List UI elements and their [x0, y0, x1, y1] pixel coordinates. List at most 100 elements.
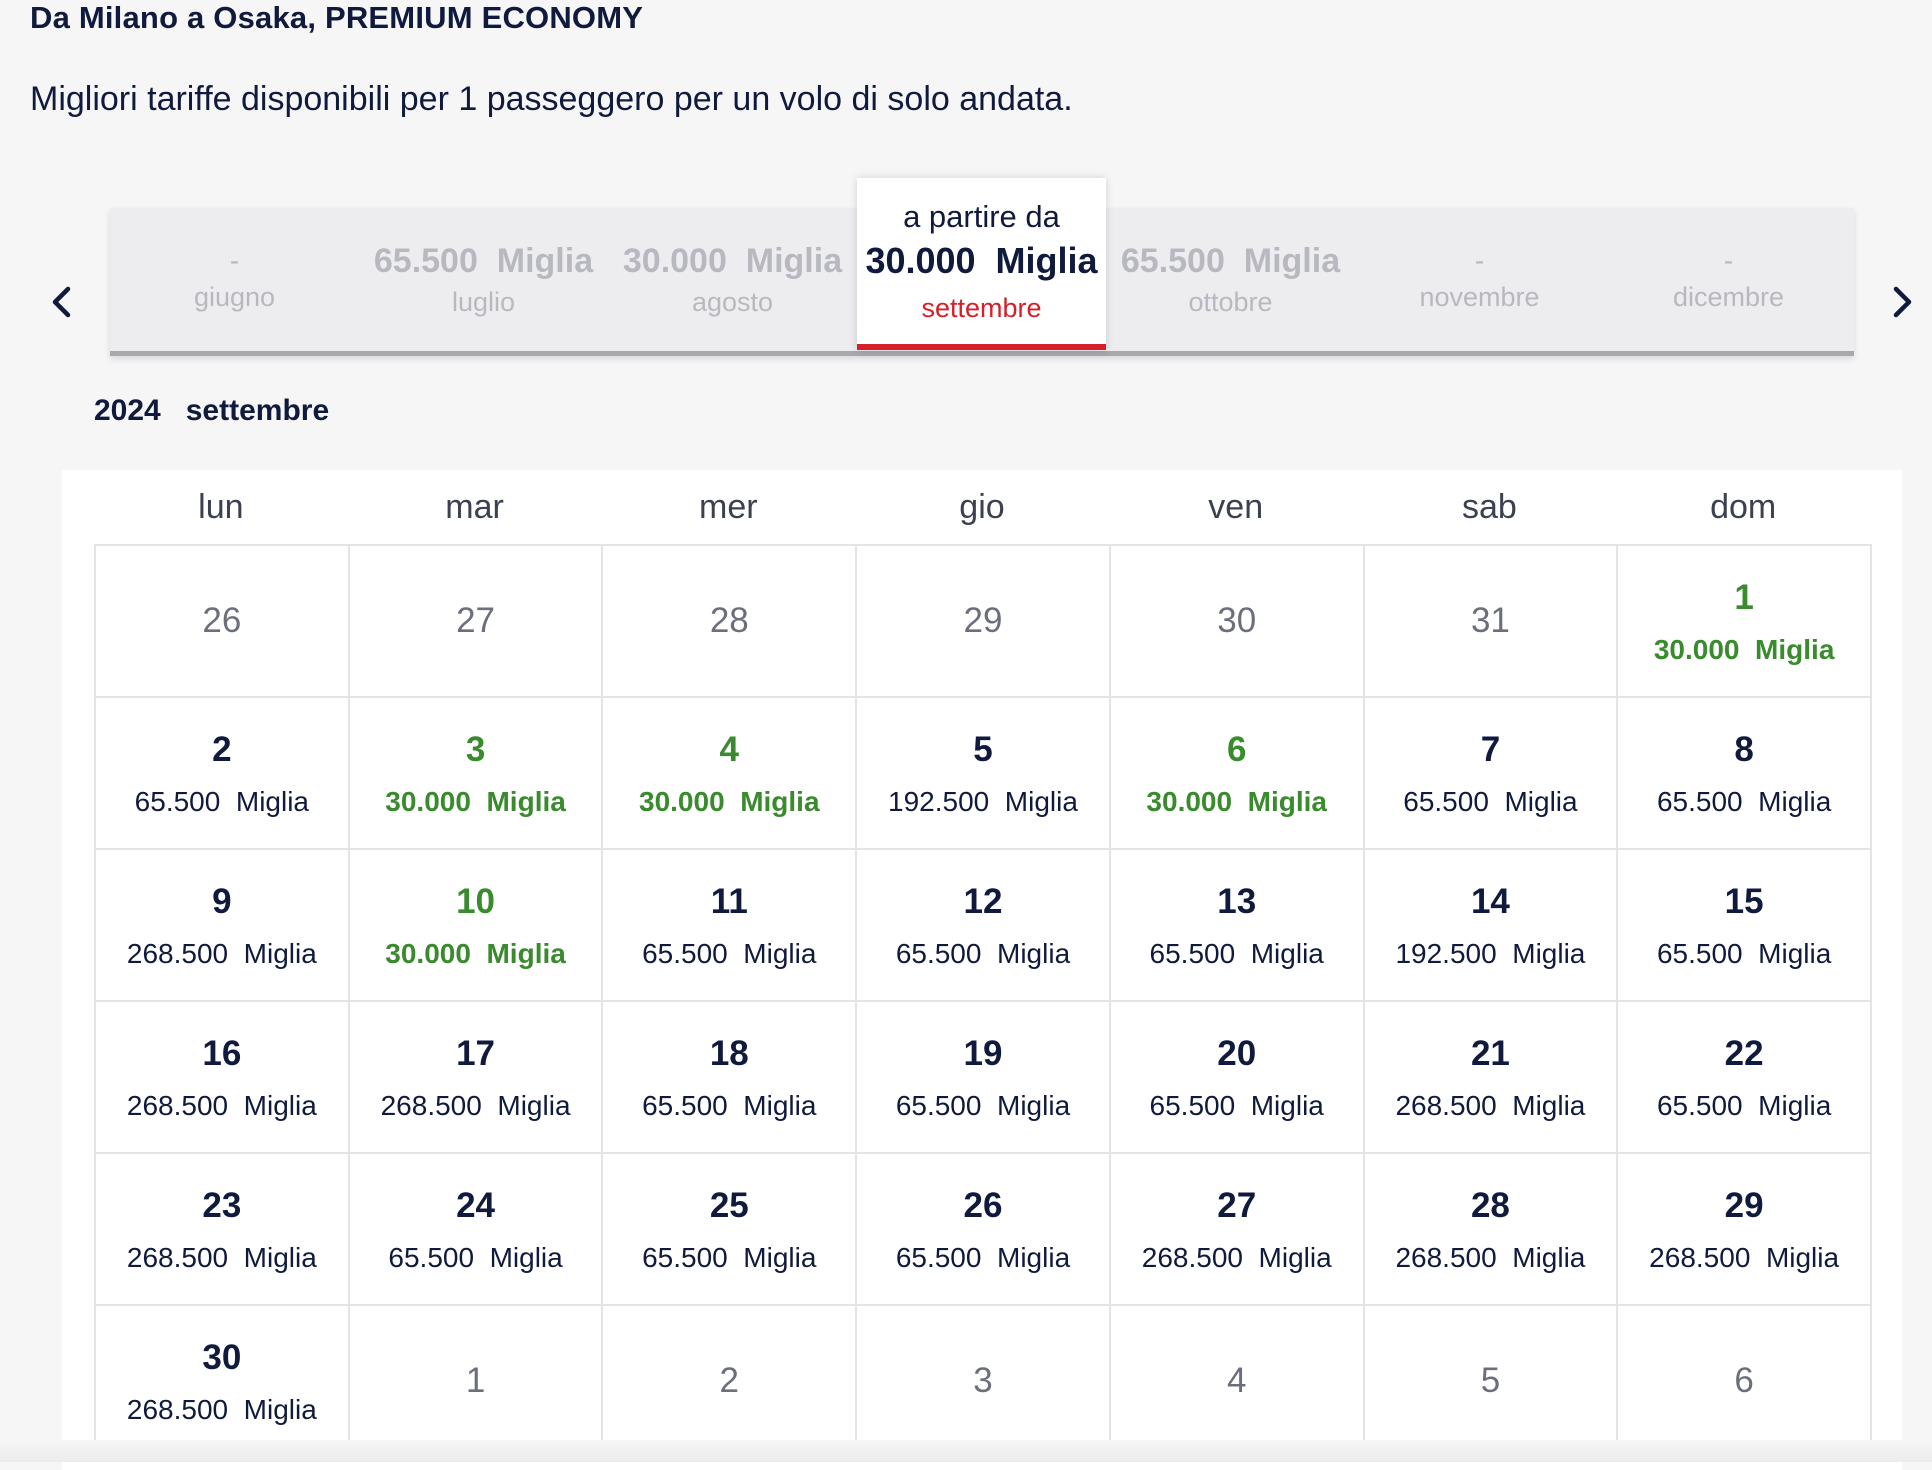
- calendar-day-cell[interactable]: 2 65.500 Miglia: [96, 698, 350, 850]
- month-price: 65.500 Miglia: [373, 241, 594, 280]
- calendar-outside-day-cell: 28: [603, 546, 858, 698]
- calendar-day-cell[interactable]: 18 65.500 Miglia: [603, 1002, 858, 1154]
- month-name: luglio: [451, 286, 516, 317]
- calendar-day-cell[interactable]: 12 65.500 Miglia: [857, 850, 1111, 1002]
- month-name: giugno: [193, 281, 276, 312]
- day-fare: 65.500 Miglia: [895, 1090, 1071, 1121]
- day-number: 7: [1480, 730, 1501, 769]
- calendar-day-cell[interactable]: 1 30.000 Miglia: [1618, 546, 1872, 698]
- day-fare: 65.500 Miglia: [134, 786, 310, 817]
- route-title: Da Milano a Osaka, PREMIUM ECONOMY: [30, 0, 644, 35]
- weekday-label: mar: [445, 487, 504, 526]
- calendar-day-cell[interactable]: 25 65.500 Miglia: [603, 1154, 858, 1306]
- calendar-day-cell[interactable]: 11 65.500 Miglia: [603, 850, 858, 1002]
- day-number: 29: [1724, 1186, 1764, 1225]
- day-number: 28: [709, 601, 749, 640]
- day-fare: 65.500 Miglia: [1149, 938, 1324, 969]
- calendar-day-cell[interactable]: 3 30.000 Miglia: [349, 698, 604, 850]
- day-number: 13: [1217, 882, 1257, 921]
- month-name: ottobre: [1188, 286, 1273, 317]
- day-fare: 30.000 Miglia: [1653, 634, 1835, 665]
- calendar-day-cell[interactable]: 24 65.500 Miglia: [349, 1154, 604, 1306]
- day-number: 8: [1734, 730, 1754, 769]
- day-number: 25: [709, 1186, 749, 1225]
- day-fare: 30.000 Miglia: [385, 938, 566, 969]
- day-fare: 268.500 Miglia: [1649, 1242, 1840, 1273]
- calendar-outside-day-cell: 3: [857, 1306, 1111, 1458]
- day-number: 2: [212, 730, 232, 769]
- day-number: 21: [1470, 1034, 1510, 1073]
- calendar-day-cell[interactable]: 17 268.500 Miglia: [349, 1002, 604, 1154]
- month-tab-luglio[interactable]: 65.500 Miglia luglio: [359, 208, 608, 351]
- calendar-day-cell[interactable]: 22 65.500 Miglia: [1618, 1002, 1872, 1154]
- day-fare: 65.500 Miglia: [1656, 786, 1832, 817]
- day-fare: 65.500 Miglia: [895, 1242, 1071, 1273]
- day-number: 12: [963, 882, 1003, 921]
- month-tab-novembre[interactable]: - novembre: [1355, 208, 1604, 351]
- day-fare: 65.500 Miglia: [642, 1090, 817, 1121]
- calendar-day-cell[interactable]: 30 268.500 Miglia: [96, 1306, 350, 1458]
- chevron-left-icon: [52, 286, 71, 318]
- calendar-day-cell[interactable]: 26 65.500 Miglia: [857, 1154, 1111, 1306]
- calendar-day-cell[interactable]: 8 65.500 Miglia: [1618, 698, 1872, 850]
- calendar-day-cell[interactable]: 21 268.500 Miglia: [1364, 1002, 1619, 1154]
- month-tab-agosto[interactable]: 30.000 Miglia agosto: [608, 208, 857, 351]
- weekday-label: gio: [959, 487, 1005, 526]
- calendar-day-cell[interactable]: 20 65.500 Miglia: [1110, 1002, 1365, 1154]
- calendar-day-cell[interactable]: 28 268.500 Miglia: [1364, 1154, 1619, 1306]
- calendar-day-cell[interactable]: 9 268.500 Miglia: [96, 850, 350, 1002]
- month-tab-settembre[interactable]: a partire da 30.000 Miglia settembre: [857, 178, 1106, 350]
- calendar-outside-day-cell: 26: [96, 546, 350, 698]
- month-tab-dicembre[interactable]: - dicembre: [1604, 208, 1853, 351]
- day-fare: 65.500 Miglia: [1403, 786, 1578, 817]
- month-selector: - giugno 65.500 Miglia luglio 30.000 Mig…: [110, 178, 1854, 356]
- day-number: 19: [963, 1034, 1003, 1073]
- calendar-day-cell[interactable]: 5 192.500 Miglia: [857, 698, 1111, 850]
- day-number: 3: [973, 1361, 993, 1400]
- day-fare: 65.500 Miglia: [642, 938, 817, 969]
- day-number: 10: [456, 882, 496, 921]
- day-number: 26: [202, 601, 242, 640]
- day-number: 23: [202, 1186, 242, 1225]
- day-number: 26: [963, 1186, 1003, 1225]
- calendar-day-cell[interactable]: 13 65.500 Miglia: [1110, 850, 1365, 1002]
- month-price: 30.000 Miglia: [622, 241, 843, 280]
- day-number: 17: [456, 1034, 496, 1073]
- day-fare: 268.500 Miglia: [1395, 1090, 1586, 1121]
- day-number: 6: [1226, 730, 1247, 769]
- weekday-label: mer: [699, 487, 758, 526]
- month-tab-ottobre[interactable]: 65.500 Miglia ottobre: [1106, 208, 1355, 351]
- prev-month-button[interactable]: [42, 282, 82, 322]
- calendar-day-cell[interactable]: 23 268.500 Miglia: [96, 1154, 350, 1306]
- month-tab-giugno[interactable]: - giugno: [110, 208, 359, 351]
- from-label: a partire da: [903, 199, 1060, 234]
- day-fare: 268.500 Miglia: [126, 938, 317, 969]
- calendar-day-cell[interactable]: 6 30.000 Miglia: [1110, 698, 1365, 850]
- day-number: 30: [1217, 601, 1257, 640]
- calendar-day-cell[interactable]: 7 65.500 Miglia: [1364, 698, 1619, 850]
- day-fare: 65.500 Miglia: [1149, 1090, 1324, 1121]
- day-number: 15: [1724, 882, 1764, 921]
- day-fare: 65.500 Miglia: [388, 1242, 563, 1273]
- calendar-day-cell[interactable]: 10 30.000 Miglia: [349, 850, 604, 1002]
- day-fare: 65.500 Miglia: [1656, 938, 1832, 969]
- day-number: 27: [1217, 1186, 1257, 1225]
- day-number: 16: [202, 1034, 242, 1073]
- month-name: agosto: [691, 286, 774, 317]
- calendar-day-cell[interactable]: 4 30.000 Miglia: [603, 698, 858, 850]
- next-month-button[interactable]: [1882, 282, 1922, 322]
- calendar-day-cell[interactable]: 14 192.500 Miglia: [1364, 850, 1619, 1002]
- day-fare: 268.500 Miglia: [126, 1242, 317, 1273]
- calendar-day-cell[interactable]: 29 268.500 Miglia: [1618, 1154, 1872, 1306]
- calendar-day-cell[interactable]: 16 268.500 Miglia: [96, 1002, 350, 1154]
- month-price: -: [229, 244, 240, 276]
- calendar-day-cell[interactable]: 27 268.500 Miglia: [1110, 1154, 1365, 1306]
- month-price: -: [1723, 244, 1734, 276]
- calendar-outside-day-cell: 5: [1364, 1306, 1619, 1458]
- day-number: 5: [973, 730, 993, 769]
- month-price: 30.000 Miglia: [865, 240, 1098, 281]
- calendar-day-cell[interactable]: 15 65.500 Miglia: [1618, 850, 1872, 1002]
- weekday-label: ven: [1208, 487, 1264, 526]
- day-number: 29: [963, 601, 1003, 640]
- calendar-day-cell[interactable]: 19 65.500 Miglia: [857, 1002, 1111, 1154]
